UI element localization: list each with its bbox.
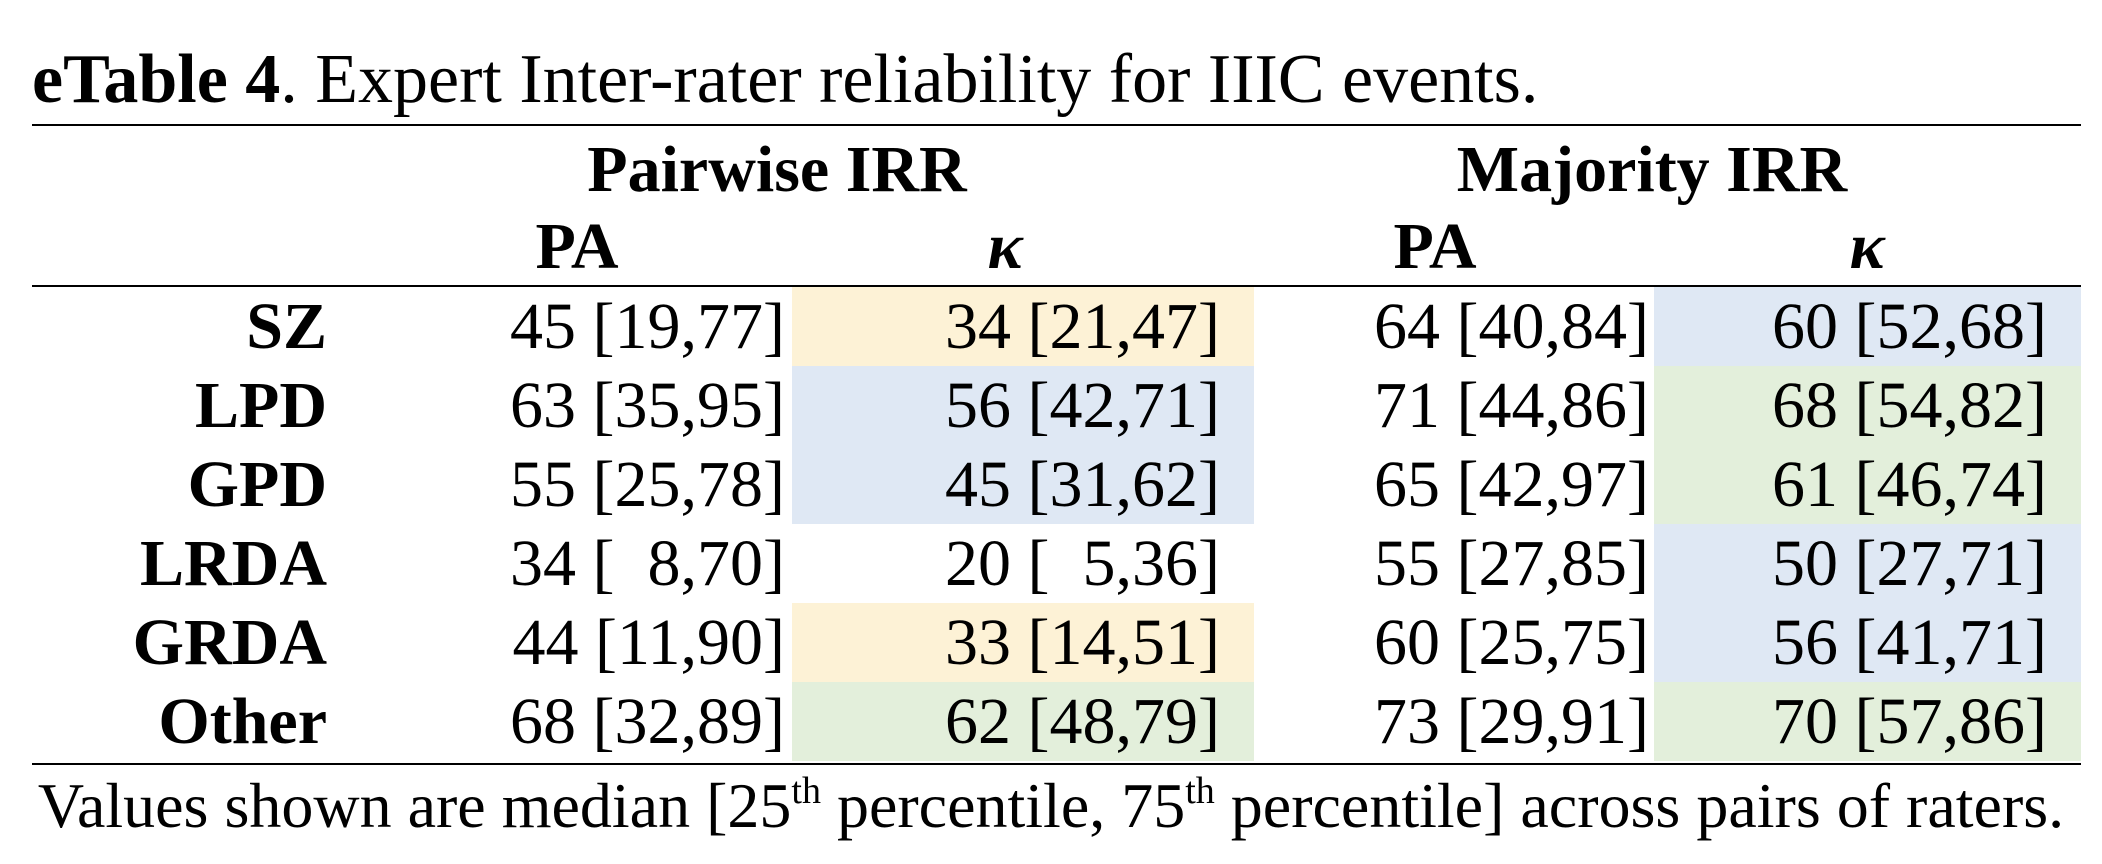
table-row: LPD 63 [35,95] 56 [42,71] 71 [44,86] 68 [54,… — [32, 366, 2081, 445]
pairwise-irr-header: Pairwise IRR — [587, 133, 967, 206]
pairwise-kappa-cell: 45 [31,62] — [792, 445, 1254, 524]
table-row: GRDA 44 [11,90] 33 [14,51] 60 [25,75] 56 [41… — [32, 603, 2081, 682]
majority-pa-cell: 64 [40,84] — [1374, 290, 1649, 363]
pairwise-kappa-cell: 20 [ 5,36] — [945, 527, 1220, 600]
row-label: LPD — [195, 369, 327, 442]
pairwise-pa-cell: 34 [ 8,70] — [510, 527, 785, 600]
top-rule — [32, 124, 2081, 126]
majority-kappa-cell: 68 [54,82] — [1654, 366, 2081, 445]
table-body: SZ 45 [19,77] 34 [21,47] 64 [40,84] 60 [52,6… — [32, 287, 2081, 761]
footnote-superscript-2: th — [1185, 770, 1215, 812]
pairwise-kappa-header: κ — [987, 210, 1023, 283]
footnote-text-2: percentile, 75 — [820, 770, 1186, 841]
row-label: GPD — [187, 448, 327, 521]
majority-irr-header: Majority IRR — [1456, 133, 1848, 206]
table-row: LRDA 34 [ 8,70] 20 [ 5,36] 55 [27,85] 50 [27… — [32, 524, 2081, 603]
majority-pa-cell: 71 [44,86] — [1374, 369, 1649, 442]
pairwise-pa-cell: 63 [35,95] — [510, 369, 785, 442]
table-row: SZ 45 [19,77] 34 [21,47] 64 [40,84] 60 [52,6… — [32, 287, 2081, 366]
pairwise-pa-header: PA — [535, 210, 619, 283]
majority-kappa-cell: 56 [41,71] — [1654, 603, 2081, 682]
majority-kappa-cell: 60 [52,68] — [1654, 287, 2081, 366]
pairwise-kappa-cell: 56 [42,71] — [792, 366, 1254, 445]
majority-pa-header: PA — [1393, 210, 1477, 283]
majority-pa-cell: 73 [29,91] — [1374, 685, 1649, 758]
pairwise-pa-cell: 45 [19,77] — [510, 290, 785, 363]
majority-kappa-cell: 70 [57,86] — [1654, 682, 2081, 761]
majority-kappa-cell: 61 [46,74] — [1654, 445, 2081, 524]
footnote-text-1: Values shown are median [25 — [37, 770, 792, 841]
table-title: . Expert Inter-rater reliability for III… — [280, 41, 1539, 118]
majority-kappa-header: κ — [1849, 210, 1885, 283]
table-caption: eTable 4. Expert Inter-rater reliability… — [32, 40, 1538, 120]
row-label: Other — [158, 685, 327, 758]
footnote-text-3: percentile] across pairs of raters. — [1214, 770, 2065, 841]
footnote-superscript-1: th — [791, 770, 821, 812]
pairwise-pa-cell: 68 [32,89] — [510, 685, 785, 758]
table-number: eTable 4 — [32, 41, 281, 118]
majority-pa-cell: 65 [42,97] — [1374, 448, 1649, 521]
row-label: GRDA — [132, 606, 327, 679]
table-row: GPD 55 [25,78] 45 [31,62] 65 [42,97] 61 [46,… — [32, 445, 2081, 524]
pairwise-kappa-cell: 34 [21,47] — [792, 287, 1254, 366]
pairwise-pa-cell: 44 [11,90] — [512, 606, 785, 679]
row-label: LRDA — [139, 527, 327, 600]
bottom-rule — [32, 763, 2081, 765]
pairwise-kappa-cell: 62 [48,79] — [792, 682, 1254, 761]
majority-pa-cell: 55 [27,85] — [1374, 527, 1649, 600]
majority-pa-cell: 60 [25,75] — [1374, 606, 1649, 679]
table-row: Other 68 [32,89] 62 [48,79] 73 [29,91] 70 [5… — [32, 682, 2081, 761]
table-footnote: Values shown are median [25th percentile… — [0, 766, 2102, 846]
pairwise-kappa-cell: 33 [14,51] — [792, 603, 1254, 682]
header-rule — [32, 285, 2081, 287]
majority-kappa-cell: 50 [27,71] — [1654, 524, 2081, 603]
row-label: SZ — [246, 290, 327, 363]
pairwise-pa-cell: 55 [25,78] — [510, 448, 785, 521]
